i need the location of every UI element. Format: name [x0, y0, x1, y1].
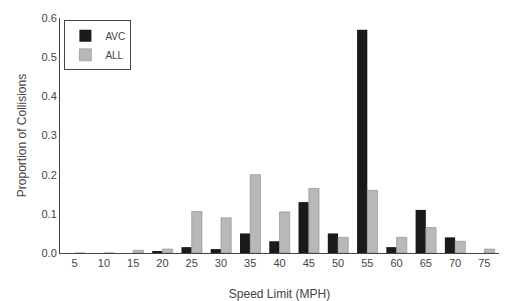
svg-text:0.1: 0.1: [42, 208, 57, 220]
svg-text:0.0: 0.0: [42, 247, 57, 259]
svg-text:25: 25: [186, 257, 198, 269]
svg-text:Speed Limit (MPH): Speed Limit (MPH): [229, 287, 330, 301]
svg-text:AVC: AVC: [105, 31, 125, 42]
svg-text:0.3: 0.3: [42, 129, 57, 141]
svg-text:10: 10: [98, 257, 110, 269]
svg-text:45: 45: [303, 257, 315, 269]
svg-text:0.6: 0.6: [42, 12, 57, 24]
svg-text:0.2: 0.2: [42, 169, 57, 181]
svg-text:ALL: ALL: [105, 50, 123, 61]
svg-text:50: 50: [332, 257, 344, 269]
svg-text:5: 5: [72, 257, 78, 269]
svg-text:40: 40: [273, 257, 285, 269]
svg-text:0.4: 0.4: [42, 90, 57, 102]
svg-text:35: 35: [244, 257, 256, 269]
svg-text:0.5: 0.5: [42, 51, 57, 63]
svg-text:15: 15: [127, 257, 139, 269]
svg-text:55: 55: [361, 257, 373, 269]
svg-text:30: 30: [215, 257, 227, 269]
svg-text:75: 75: [478, 257, 490, 269]
svg-text:70: 70: [449, 257, 461, 269]
svg-text:60: 60: [390, 257, 402, 269]
svg-text:20: 20: [156, 257, 168, 269]
svg-text:Proportion of Collisions: Proportion of Collisions: [15, 74, 29, 197]
svg-text:65: 65: [420, 257, 432, 269]
